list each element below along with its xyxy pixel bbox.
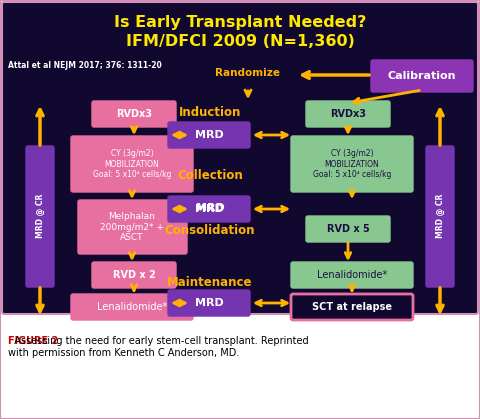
Text: Melphalan
200mg/m2* +
ASCT: Melphalan 200mg/m2* + ASCT [100,212,164,242]
FancyBboxPatch shape [168,122,250,148]
FancyBboxPatch shape [168,290,250,316]
FancyBboxPatch shape [92,262,176,288]
FancyBboxPatch shape [291,262,413,288]
FancyBboxPatch shape [71,136,193,192]
Text: CY (3g/m2)
MOBILIZATION
Goal: 5 x10⁴ cells/kg: CY (3g/m2) MOBILIZATION Goal: 5 x10⁴ cel… [313,149,391,179]
Text: RVD x 5: RVD x 5 [326,224,370,234]
Text: *IFM vs. US: 1yr vs. Continuous: *IFM vs. US: 1yr vs. Continuous [136,321,284,331]
Text: RVD x 2: RVD x 2 [113,270,156,280]
Text: MRD: MRD [194,204,223,214]
FancyBboxPatch shape [2,2,478,314]
FancyBboxPatch shape [26,146,54,287]
FancyBboxPatch shape [71,294,193,320]
Text: Induction: Induction [179,106,241,119]
Text: Calibration: Calibration [388,71,456,81]
Text: FIGURE 2: FIGURE 2 [8,336,58,346]
Text: MRD: MRD [194,298,223,308]
Text: Consolidation: Consolidation [165,223,255,236]
Text: MRD: MRD [194,130,223,140]
Text: Lenalidomide*: Lenalidomide* [97,302,167,312]
FancyBboxPatch shape [426,146,454,287]
Text: Maintenance: Maintenance [167,276,253,289]
Text: CY (3g/m2)
MOBILIZATION
Goal: 5 x10⁴ cells/kg: CY (3g/m2) MOBILIZATION Goal: 5 x10⁴ cel… [93,149,171,179]
FancyBboxPatch shape [92,101,176,127]
Text: MRD @ CR: MRD @ CR [36,194,45,238]
FancyBboxPatch shape [371,60,473,92]
Text: Is Early Transplant Needed?: Is Early Transplant Needed? [114,15,366,29]
Text: Collection: Collection [177,168,243,181]
Text: Attal et al NEJM 2017; 376: 1311-20: Attal et al NEJM 2017; 376: 1311-20 [8,60,162,70]
FancyBboxPatch shape [168,196,250,222]
FancyBboxPatch shape [291,136,413,192]
Text: SCT at relapse: SCT at relapse [312,302,392,312]
Text: RVDx3: RVDx3 [116,109,152,119]
FancyBboxPatch shape [78,200,187,254]
Text: MRD @ CR: MRD @ CR [435,194,444,238]
FancyBboxPatch shape [306,216,390,242]
Text: MRD: MRD [196,203,224,213]
Text: RVDx3: RVDx3 [330,109,366,119]
FancyBboxPatch shape [306,101,390,127]
Text: Lenalidomide*: Lenalidomide* [317,270,387,280]
Text: Assessing the need for early stem-cell transplant. Reprinted
with permission fro: Assessing the need for early stem-cell t… [8,336,309,357]
Text: IFM/DFCI 2009 (N=1,360): IFM/DFCI 2009 (N=1,360) [126,34,354,49]
Text: Randomize: Randomize [216,68,280,78]
FancyBboxPatch shape [291,294,413,320]
